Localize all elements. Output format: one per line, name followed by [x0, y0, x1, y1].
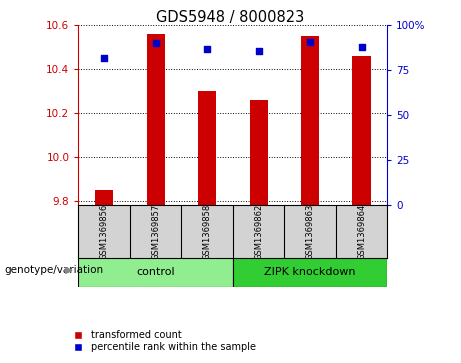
Bar: [301, 36, 319, 205]
Bar: [249, 100, 267, 205]
Point: [358, 44, 365, 50]
Text: control: control: [136, 267, 175, 277]
Point: [100, 55, 108, 61]
Text: GSM1369862: GSM1369862: [254, 203, 263, 260]
Legend: transformed count, percentile rank within the sample: transformed count, percentile rank withi…: [65, 327, 260, 356]
Point: [255, 48, 262, 53]
Text: GSM1369863: GSM1369863: [306, 203, 314, 260]
Text: GSM1369858: GSM1369858: [202, 203, 212, 260]
Point: [152, 41, 160, 46]
Bar: [233, 258, 387, 287]
Text: GSM1369856: GSM1369856: [100, 203, 109, 260]
Text: GSM1369864: GSM1369864: [357, 203, 366, 260]
Bar: [147, 34, 165, 205]
Bar: [198, 91, 216, 205]
Bar: [95, 190, 113, 205]
Point: [203, 46, 211, 52]
Text: genotype/variation: genotype/variation: [5, 265, 104, 276]
Text: ZIPK knockdown: ZIPK knockdown: [264, 267, 356, 277]
Bar: [78, 258, 233, 287]
Text: GDS5948 / 8000823: GDS5948 / 8000823: [156, 10, 305, 25]
Point: [306, 39, 313, 45]
Bar: [353, 56, 371, 205]
Text: GSM1369857: GSM1369857: [151, 203, 160, 260]
